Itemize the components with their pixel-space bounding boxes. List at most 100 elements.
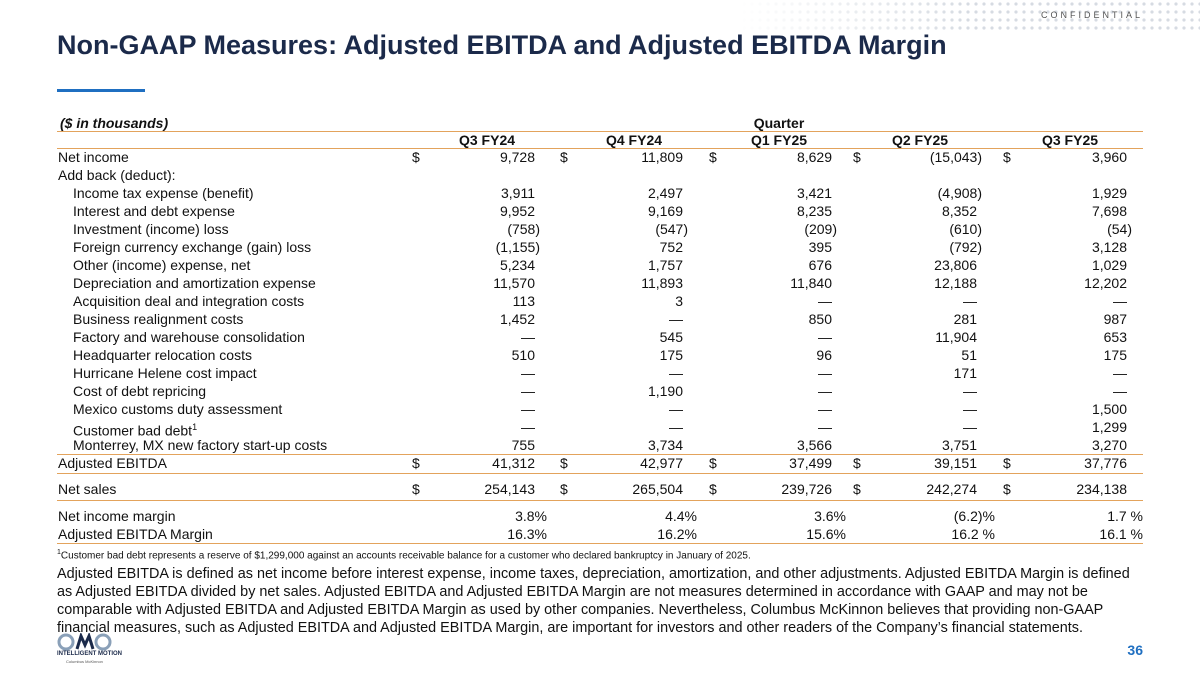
row-label-text: Customer bad debt <box>73 422 193 439</box>
cell-value: 239,726 <box>781 481 832 497</box>
row-label-text: Net income <box>58 149 129 165</box>
group-header: Quarter <box>753 115 805 131</box>
cell-value: 3.6% <box>814 508 846 524</box>
cell-value: 8,352 <box>941 203 977 219</box>
cell-value: 3,751 <box>941 437 977 453</box>
row-label: Customer bad debt1 <box>73 418 197 440</box>
cell-value: 752 <box>659 239 683 255</box>
cell-value: 265,504 <box>632 481 683 497</box>
cell-value: 41,312 <box>492 455 535 471</box>
dot-pattern <box>740 0 1200 30</box>
cell-value: — <box>669 401 683 417</box>
currency-sign: $ <box>560 481 568 497</box>
currency-sign: $ <box>1003 455 1011 471</box>
row-label-text: Net sales <box>58 481 117 497</box>
bottom-rule <box>57 543 1143 544</box>
cell-value: — <box>669 365 683 381</box>
cell-value: (6.2)% <box>953 508 995 524</box>
cell-value: 8,235 <box>796 203 832 219</box>
row-label-text: Depreciation and amortization expense <box>73 275 316 291</box>
cell-value: 850 <box>808 311 832 327</box>
row-label: Adjusted EBITDA <box>58 454 167 472</box>
header-rule <box>57 148 1143 149</box>
cell-value: — <box>521 401 535 417</box>
currency-sign: $ <box>853 481 861 497</box>
cell-value: — <box>521 365 535 381</box>
cell-value: (792) <box>949 239 982 255</box>
cell-value: 175 <box>659 347 683 363</box>
header-rule <box>57 131 1143 132</box>
cell-value: 3,566 <box>796 437 832 453</box>
cell-value: 3,421 <box>796 185 832 201</box>
row-label: Cost of debt repricing <box>73 382 206 400</box>
cell-value: 23,806 <box>934 257 977 273</box>
row-label: Acquisition deal and integration costs <box>73 292 304 310</box>
row-label: Adjusted EBITDA Margin <box>58 525 213 543</box>
row-label-text: Foreign currency exchange (gain) loss <box>73 239 312 255</box>
row-label-text: Headquarter relocation costs <box>73 347 252 363</box>
row-label: Income tax expense (benefit) <box>73 184 254 202</box>
cell-value: 12,188 <box>934 275 977 291</box>
cell-value: (209) <box>804 221 837 237</box>
cell-value: 1,452 <box>499 311 535 327</box>
cell-value: 242,274 <box>926 481 977 497</box>
cell-value: 12,202 <box>1084 275 1127 291</box>
cell-value: 1,299 <box>1091 419 1127 435</box>
footnote-mark: 1 <box>57 549 61 556</box>
cell-value: — <box>963 383 977 399</box>
cell-value: 5,234 <box>499 257 535 273</box>
cell-value: 281 <box>953 311 977 327</box>
cell-value: 37,776 <box>1084 455 1127 471</box>
logo-mark <box>57 633 112 651</box>
cell-value: 8,629 <box>796 149 832 165</box>
cell-value: 9,728 <box>499 149 535 165</box>
cell-value: 39,151 <box>934 455 977 471</box>
cell-value: — <box>1113 383 1127 399</box>
slide-title: Non-GAAP Measures: Adjusted EBITDA and A… <box>57 30 947 60</box>
footnote-text: Customer bad debt represents a reserve o… <box>60 550 751 562</box>
currency-sign: $ <box>709 455 717 471</box>
row-label-text: Adjusted EBITDA <box>58 455 167 471</box>
cell-value: 15.6% <box>806 526 846 542</box>
row-label: Hurricane Helene cost impact <box>73 364 257 382</box>
cell-value: 7,698 <box>1091 203 1127 219</box>
row-label-text: Mexico customs duty assessment <box>73 401 283 417</box>
cell-value: (15,043) <box>929 149 982 165</box>
cell-value: 3,911 <box>501 185 535 201</box>
row-label: Net income <box>58 148 129 166</box>
row-label-text: Hurricane Helene cost impact <box>73 365 257 381</box>
row-label: Headquarter relocation costs <box>73 346 252 364</box>
cell-value: 676 <box>808 257 832 273</box>
cell-value: 11,893 <box>641 275 683 291</box>
currency-sign: $ <box>853 149 861 165</box>
cell-value: — <box>818 365 832 381</box>
column-header: Q1 FY25 <box>750 132 808 148</box>
cell-value: 3,960 <box>1091 149 1127 165</box>
row-label: Foreign currency exchange (gain) loss <box>73 238 311 256</box>
column-header: Q2 FY25 <box>891 132 949 148</box>
currency-sign: $ <box>560 149 568 165</box>
cell-value: 42,977 <box>640 455 683 471</box>
row-label-text: Factory and warehouse consolidation <box>73 329 305 345</box>
row-label: Monterrey, MX new factory start-up costs <box>73 436 327 454</box>
row-label: Interest and debt expense <box>73 202 235 220</box>
cell-value: 1,929 <box>1091 185 1127 201</box>
cell-value: 1,757 <box>647 257 683 273</box>
cell-value: (4,908) <box>937 185 982 201</box>
cell-value: — <box>1113 365 1127 381</box>
logo-company: Columbus McKinnon <box>66 659 103 664</box>
row-label-text: Add back (deduct): <box>58 167 176 183</box>
row-label-text: Income tax expense (benefit) <box>73 185 254 201</box>
cell-value: 175 <box>1103 347 1127 363</box>
cell-value: 3,270 <box>1091 437 1127 453</box>
cell-value: (610) <box>949 221 982 237</box>
cell-value: 9,169 <box>647 203 683 219</box>
currency-sign: $ <box>412 481 420 497</box>
row-label: Add back (deduct): <box>58 166 176 184</box>
cell-value: — <box>818 419 832 435</box>
title-underline <box>57 89 145 92</box>
cell-value: 96 <box>816 347 832 363</box>
logo-tagline: INTELLIGENT MOTION <box>57 651 122 657</box>
cell-value: 11,840 <box>790 275 832 291</box>
cell-value: — <box>818 383 832 399</box>
